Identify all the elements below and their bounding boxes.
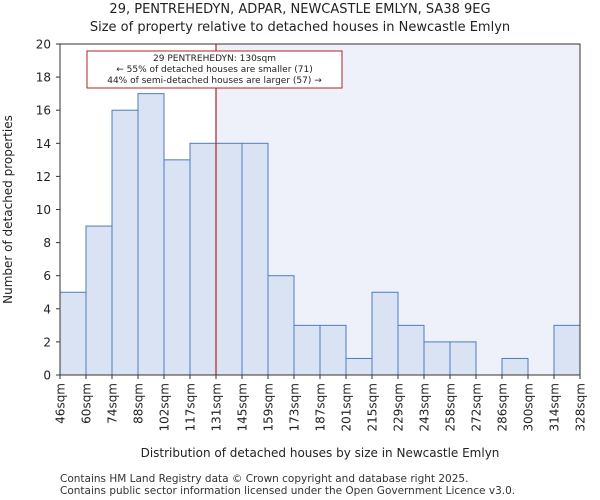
- bar-215sqm: [371, 291, 399, 376]
- x-tick-label: 229sqm: [392, 383, 406, 431]
- y-tick-label: 14: [36, 137, 51, 151]
- bar-229sqm: [397, 324, 425, 376]
- x-tick-label: 131sqm: [210, 383, 224, 431]
- x-tick-label: 60sqm: [80, 383, 94, 424]
- annotation-box: 29 PENTREHEDYN: 130sqm ← 55% of detached…: [86, 50, 343, 89]
- x-tick-label: 102sqm: [158, 383, 172, 431]
- chart-subtitle: Size of property relative to detached ho…: [89, 20, 511, 35]
- footer-line-1: Contains HM Land Registry data © Crown c…: [60, 473, 469, 485]
- x-tick-label: 286sqm: [496, 383, 510, 431]
- x-tick-label: 46sqm: [54, 383, 68, 424]
- annotation-line-3: 44% of semi-detached houses are larger (…: [107, 76, 322, 86]
- chart-title: 29, PENTREHEDYN, ADPAR, NEWCASTLE EMLYN,…: [109, 2, 491, 17]
- bar-117sqm: [189, 142, 217, 376]
- x-tick-label: 201sqm: [340, 383, 354, 431]
- bar-201sqm: [345, 357, 373, 376]
- x-tick-label: 145sqm: [236, 383, 250, 431]
- bar-60sqm: [85, 225, 113, 376]
- y-tick-label: 20: [36, 38, 51, 52]
- footer-line-2: Contains public sector information licen…: [60, 485, 516, 497]
- x-tick-label: 159sqm: [262, 383, 276, 431]
- bar-173sqm: [293, 324, 321, 376]
- x-tick-label: 328sqm: [574, 383, 588, 431]
- bar-88sqm: [137, 93, 165, 376]
- y-tick-label: 10: [36, 203, 51, 217]
- bar-74sqm: [111, 109, 139, 376]
- x-tick-label: 215sqm: [366, 383, 380, 431]
- annotation-line-2: ← 55% of detached houses are smaller (71…: [116, 65, 313, 75]
- x-tick-label: 272sqm: [470, 383, 484, 431]
- x-tick-label: 187sqm: [314, 383, 328, 431]
- annotation-line-1: 29 PENTREHEDYN: 130sqm: [153, 54, 276, 64]
- bar-314sqm: [553, 324, 581, 376]
- x-tick-label: 300sqm: [522, 383, 536, 431]
- y-axis-label: Number of detached properties: [1, 115, 15, 304]
- bar-46sqm: [59, 291, 87, 376]
- bar-102sqm: [163, 159, 191, 376]
- x-axis-label: Distribution of detached houses by size …: [141, 446, 500, 460]
- bar-145sqm: [241, 142, 269, 376]
- y-tick-label: 0: [43, 369, 51, 383]
- bar-159sqm: [267, 275, 295, 376]
- bar-187sqm: [319, 324, 347, 376]
- y-tick-label: 6: [43, 269, 51, 283]
- y-tick-label: 16: [36, 104, 51, 118]
- x-tick-label: 243sqm: [418, 383, 432, 431]
- bar-243sqm: [423, 341, 451, 376]
- y-tick-label: 18: [36, 71, 51, 85]
- bar-131sqm: [215, 142, 243, 376]
- bar-286sqm: [501, 357, 529, 376]
- y-tick-label: 8: [43, 236, 51, 250]
- x-tick-label: 88sqm: [132, 383, 146, 424]
- x-tick-label: 314sqm: [548, 383, 562, 431]
- y-tick-label: 4: [43, 302, 51, 316]
- y-tick-label: 2: [43, 335, 51, 349]
- annotation-border: [86, 50, 343, 89]
- x-tick-label: 258sqm: [444, 383, 458, 431]
- x-tick-label: 74sqm: [106, 383, 120, 424]
- x-tick-label: 173sqm: [288, 383, 302, 431]
- x-tick-label: 117sqm: [184, 383, 198, 431]
- y-tick-label: 12: [36, 170, 51, 184]
- bar-258sqm: [449, 341, 477, 376]
